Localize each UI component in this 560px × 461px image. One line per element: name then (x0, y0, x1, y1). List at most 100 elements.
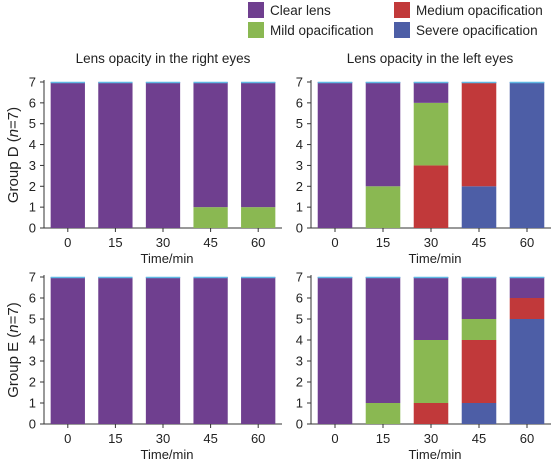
bar-clear-0 (50, 82, 85, 228)
x-axis-title: Time/min (141, 251, 194, 266)
y-tick-label-4: 4 (29, 137, 36, 152)
legend-label-medium: Medium opacification (416, 3, 543, 18)
bar-clear-60 (241, 82, 276, 208)
x-tick-label-45: 45 (472, 235, 486, 250)
bar-severe-45 (461, 403, 497, 424)
y-tick-label-4: 4 (296, 333, 303, 348)
x-tick-label-45: 45 (203, 235, 217, 250)
bar-medium-45 (461, 340, 497, 403)
y-tick-label-6: 6 (296, 95, 303, 110)
y-tick-label-3: 3 (29, 354, 36, 369)
x-tick-label-45: 45 (203, 431, 217, 446)
x-tick-label-60: 60 (520, 431, 534, 446)
y-tick-label-5: 5 (296, 312, 303, 327)
bar-medium-45 (461, 82, 497, 187)
bar-severe-60 (509, 319, 545, 424)
y-tick-label-7: 7 (29, 75, 36, 90)
x-tick-label-0: 0 (331, 235, 338, 250)
y-tick-label-0: 0 (29, 221, 36, 236)
legend-swatch-severe (394, 22, 410, 38)
y-tick-label-3: 3 (296, 158, 303, 173)
bar-clear-15 (365, 82, 401, 187)
bar-medium-30 (413, 403, 449, 424)
y-tick-label-5: 5 (29, 116, 36, 131)
bar-clear-60 (241, 277, 276, 424)
x-tick-label-15: 15 (376, 235, 390, 250)
legend-label-severe: Severe opacification (416, 23, 538, 38)
y-tick-label-1: 1 (29, 396, 36, 411)
bar-clear-45 (193, 277, 228, 424)
x-tick-label-30: 30 (156, 235, 170, 250)
bar-mild-15 (365, 403, 401, 424)
bar-medium-30 (413, 165, 449, 228)
bar-clear-30 (145, 82, 181, 228)
y-tick-label-4: 4 (296, 137, 303, 152)
bar-mild-60 (241, 207, 276, 228)
x-tick-label-0: 0 (331, 431, 338, 446)
y-tick-label-0: 0 (29, 417, 36, 432)
bar-clear-15 (365, 277, 401, 403)
bar-clear-0 (50, 277, 85, 424)
panel-title-right-eyes: Lens opacity in the right eyes (76, 51, 251, 66)
bar-clear-45 (193, 82, 228, 208)
bar-severe-45 (461, 186, 497, 228)
y-tick-label-6: 6 (29, 291, 36, 306)
x-tick-label-60: 60 (251, 431, 265, 446)
y-tick-label-7: 7 (29, 270, 36, 285)
x-tick-label-60: 60 (251, 235, 265, 250)
y-tick-label-5: 5 (29, 312, 36, 327)
y-tick-label-4: 4 (29, 333, 36, 348)
bar-clear-0 (317, 277, 353, 424)
x-tick-label-30: 30 (156, 431, 170, 446)
x-tick-label-30: 30 (424, 431, 438, 446)
y-tick-label-0: 0 (296, 417, 303, 432)
bar-mild-45 (461, 319, 497, 340)
x-tick-label-15: 15 (376, 431, 390, 446)
y-tick-label-2: 2 (296, 179, 303, 194)
legend: Clear lens Medium opacification Mild opa… (248, 2, 543, 38)
y-tick-label-6: 6 (29, 95, 36, 110)
y-tick-label-5: 5 (296, 116, 303, 131)
y-tick-label-6: 6 (296, 291, 303, 306)
x-tick-label-0: 0 (64, 431, 71, 446)
x-tick-label-45: 45 (472, 431, 486, 446)
bar-clear-0 (317, 82, 353, 228)
bar-mild-15 (365, 186, 401, 228)
legend-label-mild: Mild opacification (270, 23, 374, 38)
panel-title-left-eyes: Lens opacity in the left eyes (347, 51, 514, 66)
bar-severe-60 (509, 82, 545, 228)
bar-clear-15 (98, 82, 133, 228)
y-tick-label-2: 2 (296, 375, 303, 390)
y-tick-label-1: 1 (29, 200, 36, 215)
bar-clear-30 (145, 277, 181, 424)
y-tick-label-1: 1 (296, 396, 303, 411)
row-label-group-e: Group E (n=7) (5, 302, 22, 397)
legend-swatch-medium (394, 2, 410, 18)
bar-clear-45 (461, 277, 497, 319)
y-tick-label-7: 7 (296, 270, 303, 285)
y-tick-label-3: 3 (296, 354, 303, 369)
row-label-group-d: Group D (n=7) (5, 107, 22, 203)
y-tick-label-7: 7 (296, 75, 303, 90)
legend-swatch-mild (248, 22, 264, 38)
y-tick-label-0: 0 (296, 221, 303, 236)
x-tick-label-15: 15 (108, 235, 122, 250)
bar-mild-45 (193, 207, 228, 228)
bar-clear-30 (413, 277, 449, 340)
bar-clear-30 (413, 82, 449, 103)
bar-clear-60 (509, 277, 545, 298)
x-tick-label-0: 0 (64, 235, 71, 250)
bar-mild-30 (413, 102, 449, 166)
bar-clear-15 (98, 277, 133, 424)
legend-swatch-clear (248, 2, 264, 18)
y-tick-label-2: 2 (29, 179, 36, 194)
legend-label-clear: Clear lens (270, 3, 331, 18)
x-axis-title: Time/min (141, 447, 194, 461)
x-tick-label-15: 15 (108, 431, 122, 446)
y-tick-label-2: 2 (29, 375, 36, 390)
x-tick-label-30: 30 (424, 235, 438, 250)
